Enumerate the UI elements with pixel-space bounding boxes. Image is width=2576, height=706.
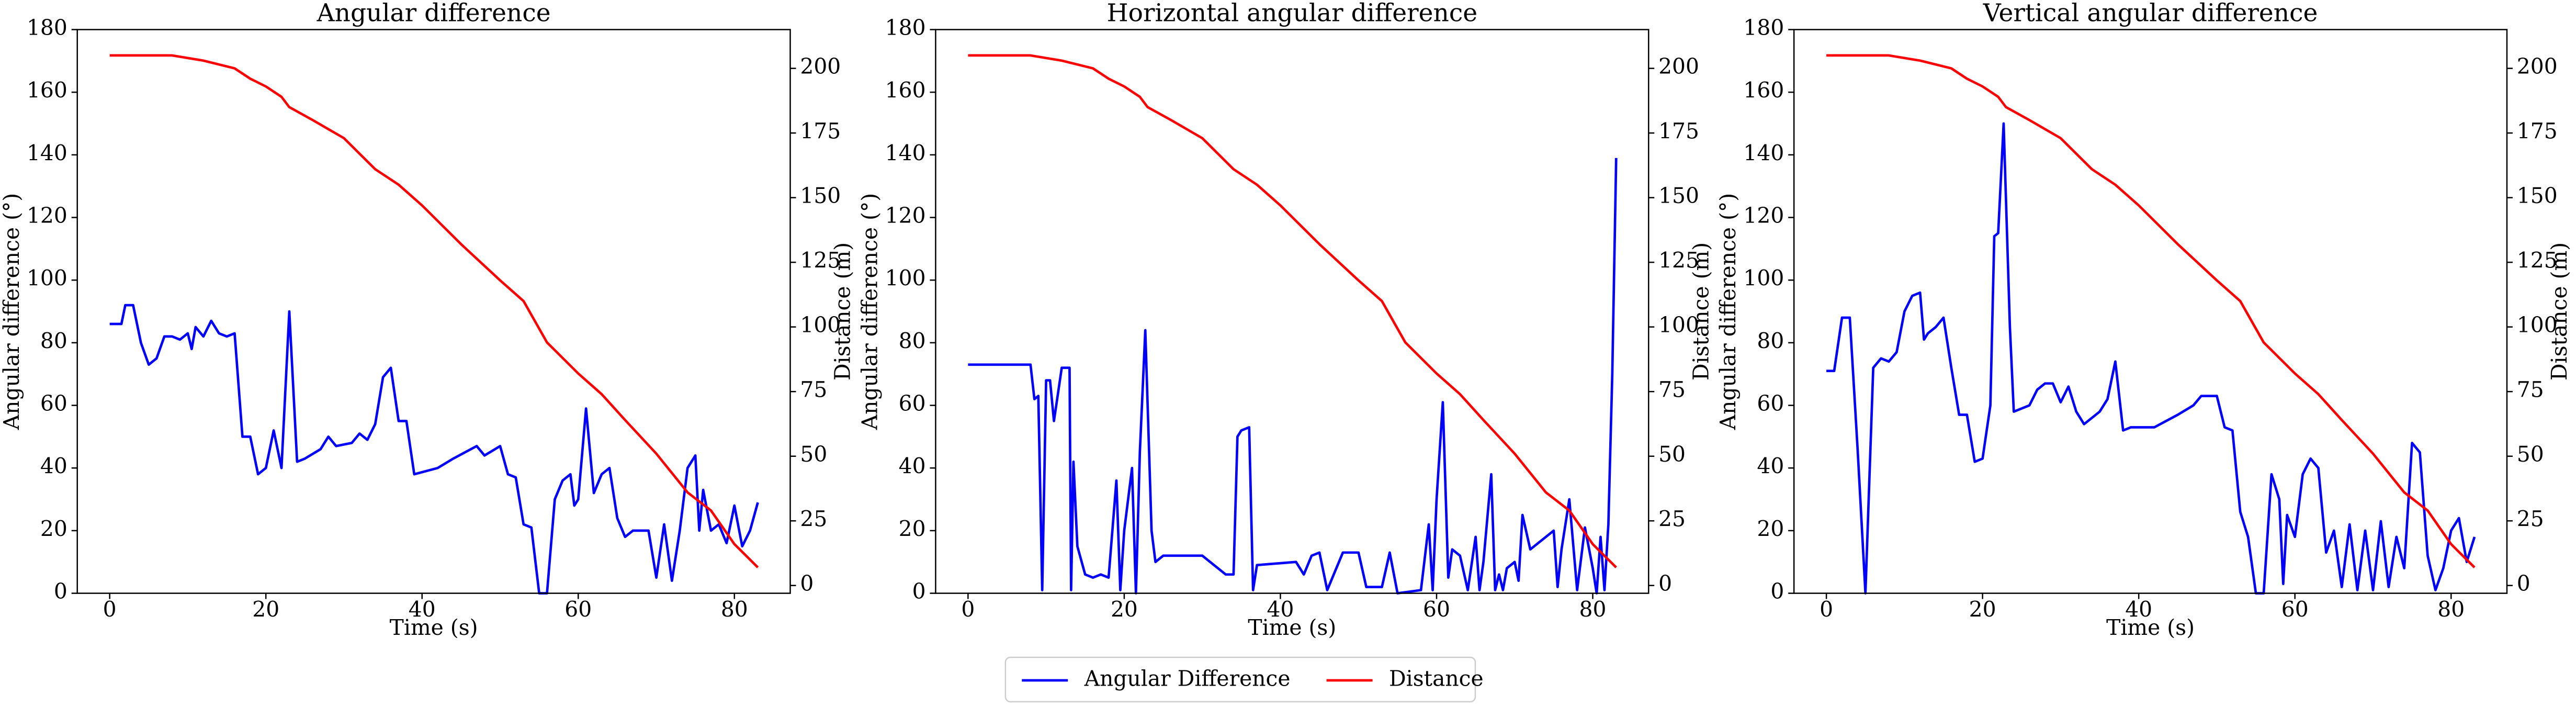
y-tick-label: 0 (912, 579, 926, 604)
y2-tick-label: 75 (2517, 377, 2544, 402)
plot-frame (935, 29, 1649, 594)
y-tick-label: 60 (899, 391, 926, 416)
chart-title: Angular difference (317, 0, 551, 27)
x-axis-label: Time (s) (2106, 615, 2195, 640)
y2-axis-label: Distance (m) (830, 242, 855, 380)
y-tick-label: 100 (27, 266, 67, 291)
y2-tick-label: 125 (1658, 248, 1699, 273)
y2-tick-label: 175 (2517, 119, 2558, 144)
x-tick-label: 20 (1111, 597, 1138, 622)
y2-tick-label: 175 (800, 119, 841, 144)
x-axis-label: Time (s) (390, 615, 478, 640)
y-tick-label: 120 (885, 203, 926, 228)
x-tick-label: 20 (252, 597, 279, 622)
legend-frame (1004, 656, 1476, 703)
y-tick-label: 40 (40, 454, 67, 479)
x-tick-label: 60 (1423, 597, 1450, 622)
y-tick-label: 80 (40, 328, 67, 353)
y-tick-label: 20 (40, 516, 67, 541)
y2-tick-label: 125 (800, 248, 841, 273)
data-line (1826, 122, 2476, 595)
data-line (968, 54, 1617, 568)
x-tick-label: 40 (409, 597, 436, 622)
y-tick-label: 140 (27, 140, 67, 165)
y2-tick-label: 100 (1658, 312, 1699, 338)
plot-frame (1793, 29, 2508, 594)
y-tick-label: 0 (1770, 579, 1784, 604)
y-tick-label: 40 (1757, 454, 1784, 479)
y2-tick-label: 75 (800, 377, 827, 402)
y-axis-label: Angular difference (°) (0, 193, 24, 431)
data-line (109, 304, 759, 595)
y-tick-label: 20 (1757, 516, 1784, 541)
y-tick-label: 100 (1743, 266, 1784, 291)
y-tick-label: 180 (885, 15, 926, 40)
y2-tick-label: 50 (800, 442, 827, 467)
y-tick-label: 120 (27, 203, 67, 228)
data-line (1826, 54, 2476, 568)
y2-tick-label: 0 (1658, 571, 1672, 596)
y-tick-label: 40 (899, 454, 926, 479)
y-tick-label: 100 (885, 266, 926, 291)
y-tick-label: 0 (54, 579, 67, 604)
data-line (109, 54, 759, 568)
y2-tick-label: 25 (1658, 507, 1686, 532)
y2-tick-label: 125 (2517, 248, 2558, 273)
x-tick-label: 80 (1579, 597, 1607, 622)
y-tick-label: 60 (1757, 391, 1784, 416)
y2-tick-label: 25 (800, 507, 827, 532)
y2-tick-label: 75 (1658, 377, 1686, 402)
plot-frame (76, 29, 791, 594)
y2-tick-label: 50 (1658, 442, 1686, 467)
y-tick-label: 140 (1743, 140, 1784, 165)
y2-axis-label: Distance (m) (2547, 242, 2572, 380)
y2-tick-label: 0 (2517, 571, 2530, 596)
y2-tick-label: 150 (1658, 183, 1699, 208)
y-tick-label: 80 (1757, 328, 1784, 353)
x-tick-label: 40 (2125, 597, 2152, 622)
x-tick-label: 20 (1969, 597, 1996, 622)
y-tick-label: 80 (899, 328, 926, 353)
x-tick-label: 60 (564, 597, 592, 622)
x-tick-label: 0 (1820, 597, 1833, 622)
y2-tick-label: 200 (800, 54, 841, 79)
y2-tick-label: 0 (800, 571, 814, 596)
y-tick-label: 160 (885, 78, 926, 103)
y2-tick-label: 150 (800, 183, 841, 208)
y2-tick-label: 200 (2517, 54, 2558, 79)
x-tick-label: 80 (2437, 597, 2465, 622)
y-tick-label: 20 (899, 516, 926, 541)
chart-title: Horizontal angular difference (1107, 0, 1478, 27)
y2-tick-label: 175 (1658, 119, 1699, 144)
y-tick-label: 160 (27, 78, 67, 103)
y2-tick-label: 100 (800, 312, 841, 338)
y2-tick-label: 150 (2517, 183, 2558, 208)
x-tick-label: 80 (721, 597, 748, 622)
x-tick-label: 60 (2281, 597, 2309, 622)
x-axis-label: Time (s) (1248, 615, 1336, 640)
y-axis-label: Angular difference (°) (857, 193, 882, 431)
x-tick-label: 0 (961, 597, 975, 622)
y2-tick-label: 200 (1658, 54, 1699, 79)
y-tick-label: 180 (1743, 15, 1784, 40)
x-tick-label: 0 (103, 597, 117, 622)
x-tick-label: 40 (1267, 597, 1294, 622)
y2-axis-label: Distance (m) (1688, 242, 1713, 380)
y-axis-label: Angular difference (°) (1715, 193, 1741, 431)
legend-label: Distance (1389, 666, 1484, 691)
y-tick-label: 160 (1743, 78, 1784, 103)
y-tick-label: 140 (885, 140, 926, 165)
y-tick-label: 60 (40, 391, 67, 416)
y2-tick-label: 25 (2517, 507, 2544, 532)
y-tick-label: 120 (1743, 203, 1784, 228)
y2-tick-label: 100 (2517, 312, 2558, 338)
y-tick-label: 180 (27, 15, 67, 40)
data-line (968, 158, 1618, 595)
legend-label: Angular Difference (1084, 666, 1291, 691)
y2-tick-label: 50 (2517, 442, 2544, 467)
chart-title: Vertical angular difference (1983, 0, 2318, 27)
